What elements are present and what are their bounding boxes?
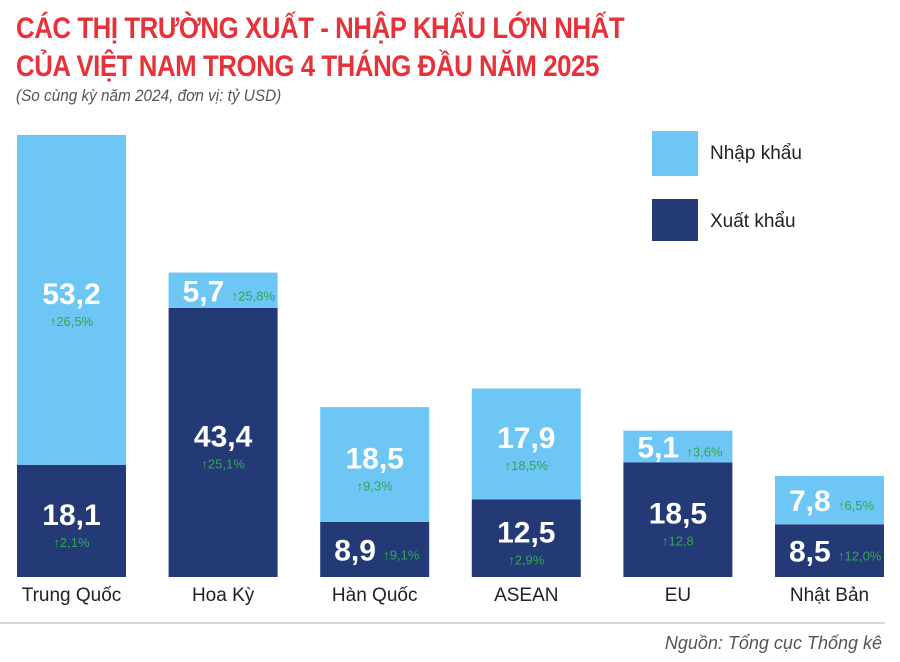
bar-import (623, 430, 733, 463)
growth-label: ↑26,5% (50, 314, 94, 329)
value-label: 7,8 (789, 485, 831, 518)
legend-label-import: Nhập khẩu (710, 143, 802, 164)
value-label: 18,1 (42, 499, 100, 532)
value-label: 5,7 (183, 275, 225, 308)
bar-export (471, 499, 581, 577)
category-label: Nhật Bản (790, 585, 869, 606)
bar-import (775, 475, 884, 525)
bar-export (168, 307, 278, 577)
category-label: ASEAN (494, 585, 558, 606)
bar-import (17, 134, 126, 465)
bar-export (320, 521, 430, 577)
growth-label: ↑25,8% (232, 288, 276, 303)
value-label: 12,5 (497, 516, 555, 549)
growth-label: ↑12,8 (662, 534, 694, 549)
value-label: 5,1 (637, 431, 679, 464)
category-label: Hoa Kỳ (192, 585, 255, 606)
growth-label: ↑2,9% (508, 552, 545, 567)
subtitle: (So cùng kỳ năm 2024, đơn vị: tỷ USD) (16, 86, 282, 105)
value-label: 8,5 (789, 536, 831, 569)
legend-swatch-export (652, 199, 698, 241)
divider (0, 622, 885, 624)
growth-label: ↑2,1% (53, 535, 90, 550)
bar-import (471, 388, 581, 500)
legend-label-export: Xuất khẩu (710, 211, 796, 232)
bar-export (775, 524, 884, 577)
value-label: 43,4 (194, 420, 253, 453)
bar-export (17, 464, 126, 577)
value-label: 18,5 (346, 442, 404, 475)
value-label: 17,9 (497, 422, 555, 455)
growth-label: ↑9,3% (357, 478, 394, 493)
growth-label: ↑3,6% (686, 444, 723, 459)
bar-export (623, 462, 733, 577)
legend-swatch-import (652, 131, 698, 176)
growth-label: ↑12,0% (838, 549, 882, 564)
category-label: Trung Quốc (22, 585, 122, 606)
title-line-2: CỦA VIỆT NAM TRONG 4 THÁNG ĐẦU NĂM 2025 (16, 50, 599, 83)
source-note: Nguồn: Tổng cục Thống kê (664, 633, 882, 653)
category-label: Hàn Quốc (332, 585, 418, 606)
bar-import (320, 407, 430, 522)
value-label: 18,5 (649, 498, 707, 531)
title-line-1: CÁC THỊ TRƯỜNG XUẤT - NHẬP KHẨU LỚN NHẤT (16, 12, 625, 45)
value-label: 53,2 (42, 278, 100, 311)
value-label: 8,9 (334, 534, 376, 567)
bar-import (168, 272, 278, 308)
growth-label: ↑9,1% (383, 547, 420, 562)
growth-label: ↑18,5% (505, 458, 549, 473)
category-label: EU (665, 585, 691, 606)
growth-label: ↑6,5% (838, 498, 875, 513)
growth-label: ↑25,1% (201, 456, 245, 471)
